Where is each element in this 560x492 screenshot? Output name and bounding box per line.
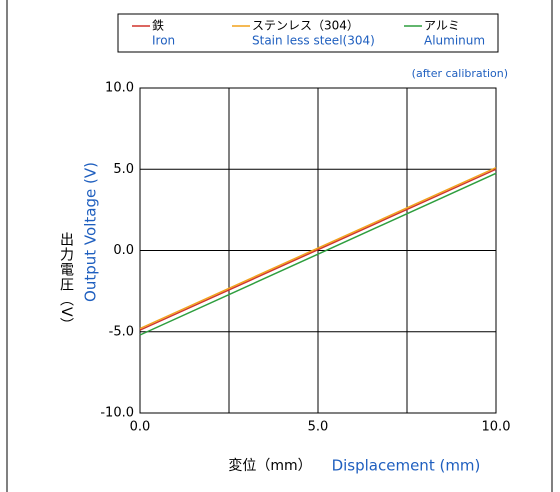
y-tick-label: 5.0 <box>113 162 134 177</box>
series-line <box>139 172 497 336</box>
legend-label-en: Aluminum <box>424 34 485 48</box>
legend-label: アルミ <box>424 19 460 33</box>
legend-box <box>117 13 499 53</box>
legend-label-en: Stain less steel(304) <box>252 34 375 48</box>
annotation: (after calibration) <box>412 67 508 80</box>
y-tick-label: 0.0 <box>113 243 134 258</box>
legend-label: 鉄 <box>152 18 164 33</box>
series-line <box>139 166 497 330</box>
x-tick-label: 5.0 <box>308 420 329 435</box>
x-label: Displacement (mm) <box>332 457 481 475</box>
y-label: Output Voltage (V) <box>82 162 100 302</box>
y-tick-label: 10.0 <box>105 81 134 96</box>
x-tick-label: 0.0 <box>130 420 151 435</box>
x-tick-label: 10.0 <box>482 420 511 435</box>
y-tick-label: -10.0 <box>100 406 134 421</box>
x-label-ja: 変位（mm） <box>228 457 311 474</box>
legend-label-en: Iron <box>152 34 175 48</box>
legend-label: ステンレス（304） <box>252 19 359 33</box>
y-tick-label: -5.0 <box>109 324 134 339</box>
series-line <box>139 168 497 331</box>
y-label-ja: 出力電圧（V） <box>58 232 74 333</box>
